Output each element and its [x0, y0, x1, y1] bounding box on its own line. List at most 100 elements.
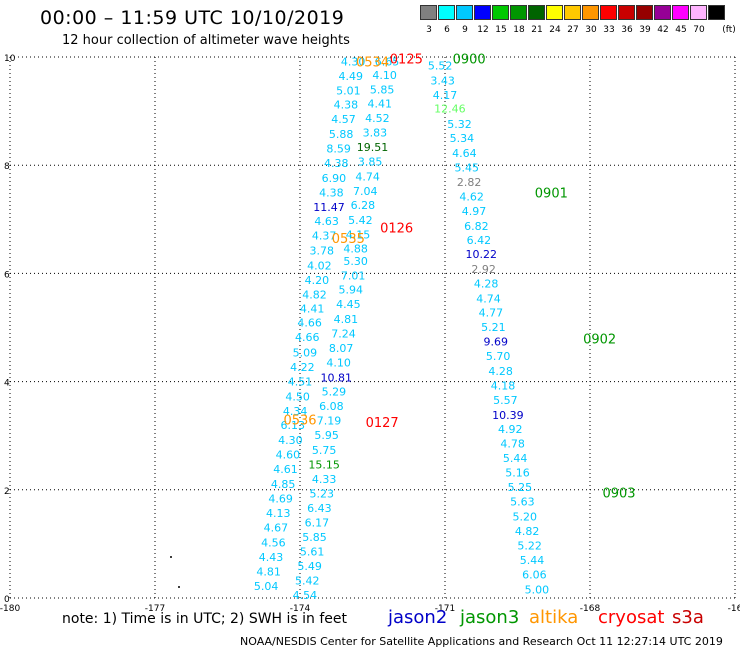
marker-dot — [178, 586, 180, 588]
color-swatch — [600, 5, 617, 20]
wave-height-value: 7.04 — [353, 185, 378, 198]
axis-ticks: -180 -177 -174 -171 -168 -16 0 2 4 6 8 10 — [0, 54, 740, 614]
pass-time-label: 0901 — [535, 186, 568, 201]
wave-height-value: 8.59 — [326, 142, 351, 155]
wave-height-value: 5.20 — [513, 510, 538, 523]
wave-height-value: 4.02 — [307, 259, 332, 272]
color-scale-label: 42 — [657, 25, 669, 35]
color-scale-label: 3 — [426, 25, 432, 35]
x-tick-label: -16 — [728, 604, 740, 614]
wave-height-value: 3.83 — [363, 127, 388, 140]
wave-height-value: 10.22 — [466, 248, 498, 261]
color-scale-label: 70 — [693, 25, 705, 35]
x-tick-label: -171 — [435, 604, 455, 614]
wave-height-value: 5.94 — [339, 284, 364, 297]
color-swatch — [690, 5, 707, 20]
wave-height-value: 7.19 — [317, 415, 342, 428]
wave-height-value: 4.20 — [305, 274, 330, 287]
color-scale-label: 36 — [621, 25, 633, 35]
wave-height-value: 6.82 — [464, 220, 489, 233]
wave-height-value: 4.10 — [326, 357, 351, 370]
color-swatch — [708, 5, 725, 20]
y-tick-label: 2 — [4, 487, 10, 497]
y-tick-label: 10 — [4, 54, 16, 64]
color-scale-unit: (ft) — [722, 25, 736, 35]
pass-time-label: 0534 — [356, 55, 389, 70]
wave-height-value: 5.32 — [447, 118, 472, 131]
x-tick-label: -177 — [145, 604, 165, 614]
wave-height-value: 4.38 — [319, 186, 344, 199]
wave-height-value: 4.62 — [459, 191, 484, 204]
pass-time-label: 0127 — [366, 416, 399, 431]
wave-height-value: 5.09 — [293, 346, 318, 359]
chart-title: 00:00 – 11:59 UTC 10/10/2019 — [40, 7, 345, 29]
color-swatch — [474, 5, 491, 20]
color-scale-label: 12 — [477, 25, 489, 35]
wave-height-value: 10.81 — [321, 371, 353, 384]
wave-height-value: 4.61 — [273, 463, 298, 476]
wave-height-value: 4.85 — [271, 478, 296, 491]
chart-subtitle: 12 hour collection of altimeter wave hei… — [62, 33, 350, 48]
color-swatch — [420, 5, 437, 20]
pass-time-label: 0535 — [332, 232, 365, 247]
pass-time-label: 0900 — [453, 53, 486, 68]
color-scale-label: 21 — [531, 25, 543, 35]
wave-height-value: 4.15 — [346, 228, 371, 241]
x-tick-label: -180 — [0, 604, 20, 614]
wave-height-value: 3.78 — [310, 245, 335, 258]
color-swatch — [636, 5, 653, 20]
wave-height-value: 5.23 — [310, 488, 335, 501]
color-scale-label: 24 — [549, 25, 561, 35]
legend-s3a: s3a — [672, 607, 704, 628]
pass-time-label: 0126 — [380, 221, 413, 236]
legend-altika: altika — [529, 607, 579, 628]
wave-height-value: 6.08 — [319, 400, 344, 413]
pass-time-label: 0902 — [583, 332, 616, 347]
wave-height-value: 4.81 — [256, 565, 281, 578]
wave-height-value: 7.24 — [331, 327, 356, 340]
color-swatch — [582, 5, 599, 20]
pass-time-label: 0125 — [390, 53, 423, 68]
wave-height-value: 4.74 — [476, 292, 501, 305]
color-swatch — [654, 5, 671, 20]
color-swatch — [510, 5, 527, 20]
wave-height-value: 5.21 — [481, 321, 506, 334]
wave-height-value: 5.44 — [503, 452, 528, 465]
color-swatch — [528, 5, 545, 20]
wave-height-value: 2.82 — [457, 176, 482, 189]
color-scale-label: 6 — [444, 25, 450, 35]
legend-cryosat: cryosat — [598, 607, 665, 628]
wave-height-value: 4.49 — [339, 70, 364, 83]
wave-height-value: 4.50 — [285, 391, 310, 404]
wave-height-value: 4.82 — [302, 288, 327, 301]
wave-height-value: 4.64 — [452, 147, 477, 160]
wave-height-value: 4.77 — [479, 306, 504, 319]
wave-height-value: 6.06 — [522, 569, 547, 582]
wave-height-value: 6.43 — [307, 502, 332, 515]
wave-height-value: 5.44 — [520, 554, 545, 567]
y-tick-label: 0 — [4, 595, 10, 605]
wave-height-value: 5.34 — [450, 132, 475, 145]
wave-height-value: 9.69 — [484, 336, 509, 349]
wave-height-value: 5.88 — [329, 128, 354, 141]
legend-jason2: jason2 — [388, 607, 448, 628]
footnote: note: 1) Time is in UTC; 2) SWH is in fe… — [62, 611, 348, 627]
wave-height-value: 4.34 — [283, 405, 308, 418]
wave-height-value: 4.28 — [488, 365, 513, 378]
wave-height-value: 2.92 — [471, 263, 496, 276]
color-swatch — [438, 5, 455, 20]
wave-height-value: 5.63 — [510, 496, 535, 509]
wave-height-value: 4.66 — [297, 317, 322, 330]
legend-jason3: jason3 — [460, 607, 520, 628]
wave-height-value: 6.17 — [305, 516, 330, 529]
wave-height-value: 4.97 — [462, 205, 487, 218]
pass-time-label: 0903 — [602, 487, 635, 502]
wave-height-value: 5.85 — [370, 83, 395, 96]
wave-height-value: 4.17 — [433, 89, 458, 102]
color-swatch — [564, 5, 581, 20]
wave-height-value: 6.13 — [281, 419, 306, 432]
wave-height-value: 4.66 — [295, 331, 320, 344]
wave-height-value: 5.00 — [525, 583, 550, 596]
